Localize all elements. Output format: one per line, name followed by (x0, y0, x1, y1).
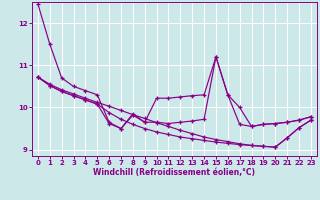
X-axis label: Windchill (Refroidissement éolien,°C): Windchill (Refroidissement éolien,°C) (93, 168, 255, 177)
